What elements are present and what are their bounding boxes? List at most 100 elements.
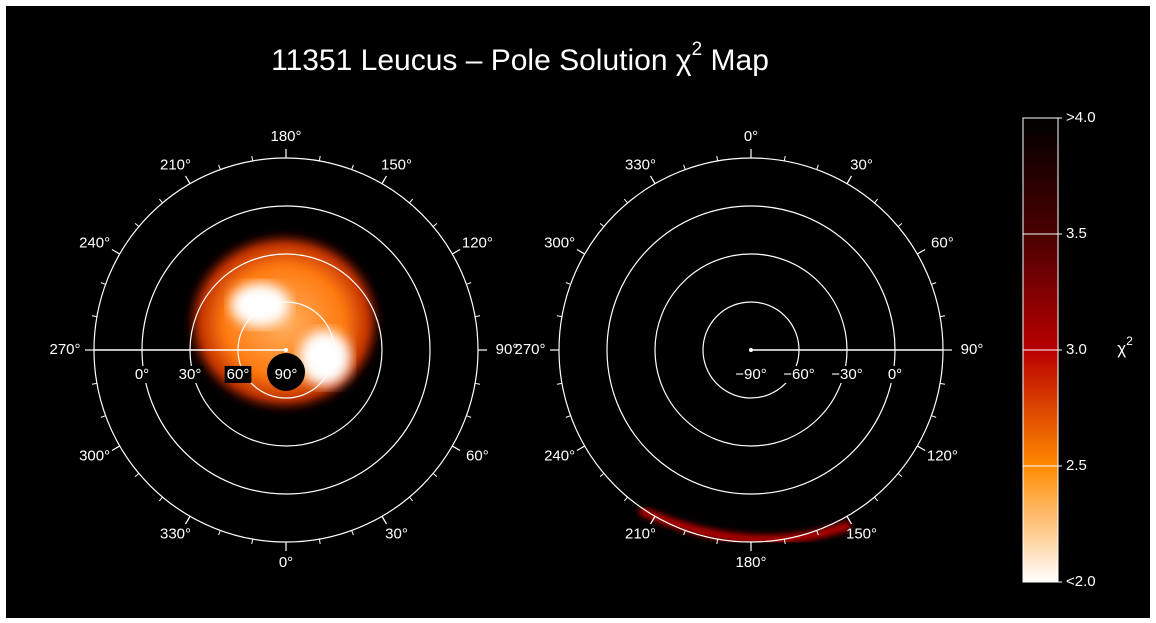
minor-tick xyxy=(351,164,354,170)
major-tick xyxy=(451,445,461,452)
axes: 0° 30° 60° 90° 180° 150° 120° 90° 60° 30° 0° 330° 30… xyxy=(49,109,1095,590)
major-tick xyxy=(916,445,926,452)
major-tick xyxy=(381,175,388,185)
label-background xyxy=(781,365,817,383)
lat-tick-label: 90° xyxy=(275,366,298,383)
minor-tick xyxy=(100,415,106,418)
minor-tick xyxy=(466,282,472,285)
lon-tick-label: 90° xyxy=(496,341,519,358)
lat-tick-label: 0° xyxy=(888,366,902,383)
minor-tick xyxy=(874,198,879,204)
title-text: 11351 Leucus – Pole Solution χ xyxy=(271,44,692,77)
major-tick xyxy=(111,248,121,255)
minor-tick xyxy=(816,530,819,536)
chi2-minimum xyxy=(230,283,290,327)
minor-tick xyxy=(816,164,819,170)
lon-tick-label: 60° xyxy=(931,234,954,251)
lon-tick-label: 270° xyxy=(49,341,80,358)
lon-tick-label: 30° xyxy=(385,525,408,542)
minor-tick xyxy=(158,198,163,204)
major-tick xyxy=(846,175,853,185)
colorbar-tick-label: <2.0 xyxy=(1066,573,1096,590)
title-sup: 2 xyxy=(692,39,703,60)
minor-tick xyxy=(897,473,903,478)
major-tick xyxy=(184,175,191,185)
lat-ring xyxy=(702,301,800,399)
minor-tick xyxy=(409,198,414,204)
minor-tick xyxy=(251,538,254,545)
lat-tick-label: −60° xyxy=(783,366,814,383)
chart-title: 11351 Leucus – Pole Solution χ2 Map xyxy=(271,39,769,77)
minor-tick xyxy=(599,222,605,227)
colorbar-tick-label: 3.0 xyxy=(1066,341,1087,358)
label-background xyxy=(272,365,300,383)
lon-tick-label: 240° xyxy=(544,447,575,464)
lon-tick-label: 330° xyxy=(625,157,656,174)
label-background xyxy=(132,365,152,383)
minor-tick xyxy=(897,222,903,227)
chi2-minimum xyxy=(299,330,351,386)
minor-tick xyxy=(623,198,628,204)
minor-tick xyxy=(474,382,481,385)
minor-tick xyxy=(134,473,140,478)
center-dot xyxy=(284,348,288,352)
minor-tick xyxy=(931,282,937,285)
lon-tick-label: 30° xyxy=(850,157,873,174)
lon-tick-label: 300° xyxy=(544,234,575,251)
lat-ring xyxy=(189,253,383,447)
label-background xyxy=(733,365,769,383)
minor-tick xyxy=(474,315,481,318)
minor-tick xyxy=(432,473,438,478)
lat-ring xyxy=(237,301,335,399)
minor-tick xyxy=(134,222,140,227)
minor-tick xyxy=(716,155,719,162)
lat-tick-label: −30° xyxy=(831,366,862,383)
label-background xyxy=(829,365,865,383)
major-tick xyxy=(649,515,656,525)
minor-tick xyxy=(874,496,879,502)
minor-tick xyxy=(218,530,221,536)
minor-tick xyxy=(351,530,354,536)
chi2-region xyxy=(638,505,852,544)
minor-tick xyxy=(783,538,786,545)
minor-tick xyxy=(623,496,628,502)
minor-tick xyxy=(931,415,937,418)
minor-tick xyxy=(409,496,414,502)
lon-tick-label: 0° xyxy=(279,554,293,571)
title-end: Map xyxy=(702,44,769,77)
lon-tick-label: 240° xyxy=(79,234,110,251)
lon-tick-label: 210° xyxy=(160,157,191,174)
lon-tick-label: 120° xyxy=(462,234,493,251)
lat-tick-label: 30° xyxy=(179,366,202,383)
minor-tick xyxy=(683,164,686,170)
minor-tick xyxy=(318,538,321,545)
minor-tick xyxy=(318,155,321,162)
minor-tick xyxy=(783,155,786,162)
lon-tick-label: 0° xyxy=(744,128,758,145)
lon-tick-label: 120° xyxy=(927,447,958,464)
lon-tick-label: 150° xyxy=(381,157,412,174)
lat-ring xyxy=(141,205,431,495)
minor-tick xyxy=(556,382,563,385)
label-background xyxy=(224,365,252,383)
minor-tick xyxy=(218,164,221,170)
major-tick xyxy=(381,515,388,525)
major-tick xyxy=(184,515,191,525)
lon-tick-label: 150° xyxy=(846,525,877,542)
minor-tick xyxy=(599,473,605,478)
lon-tick-label: 180° xyxy=(270,128,301,145)
minor-tick xyxy=(251,155,254,162)
colorbar-label: χ2 xyxy=(1117,334,1133,358)
minor-tick xyxy=(716,538,719,545)
lon-tick-label: 300° xyxy=(79,447,110,464)
lon-tick-label: 210° xyxy=(625,525,656,542)
lat-tick-label: 60° xyxy=(227,366,250,383)
lat-ring xyxy=(606,205,896,495)
major-tick xyxy=(846,515,853,525)
lat-ring xyxy=(654,253,848,447)
major-tick xyxy=(576,248,586,255)
lon-tick-label: 180° xyxy=(735,554,766,571)
minor-tick xyxy=(683,530,686,536)
lon-tick-label: 60° xyxy=(466,447,489,464)
minor-tick xyxy=(158,496,163,502)
